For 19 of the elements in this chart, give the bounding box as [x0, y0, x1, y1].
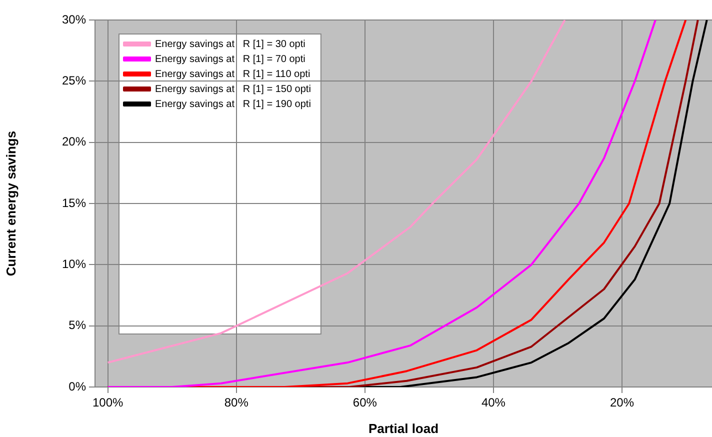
y-tick-label: 10%: [62, 256, 86, 271]
y-tick-label: 30%: [62, 12, 86, 26]
x-axis-title: Partial load: [368, 420, 439, 436]
legend-label: Energy savings at R [1] = 30 opti: [155, 38, 306, 50]
y-tick-label: 0%: [68, 379, 86, 394]
legend-label: Energy savings at R [1] = 110 opti: [155, 68, 310, 80]
y-tick-label: 25%: [62, 73, 86, 88]
x-tick-label: 80%: [224, 396, 249, 410]
legend-label: Energy savings at R [1] = 150 opti: [155, 84, 311, 95]
y-axis-title: Current energy savings: [3, 130, 18, 276]
x-tick-label: 100%: [92, 396, 124, 410]
x-tick-label: 60%: [352, 396, 378, 410]
x-tick-label: 40%: [481, 396, 506, 410]
y-tick-label: 5%: [68, 318, 86, 332]
x-tick-label: 20%: [610, 396, 634, 410]
legend-label: Energy savings at R [1] = 190 opti: [155, 98, 311, 110]
legend-label: Energy savings at R [1] = 70 opti: [155, 54, 306, 65]
y-tick-label: 15%: [62, 196, 86, 210]
y-tick-label: 20%: [62, 134, 86, 149]
